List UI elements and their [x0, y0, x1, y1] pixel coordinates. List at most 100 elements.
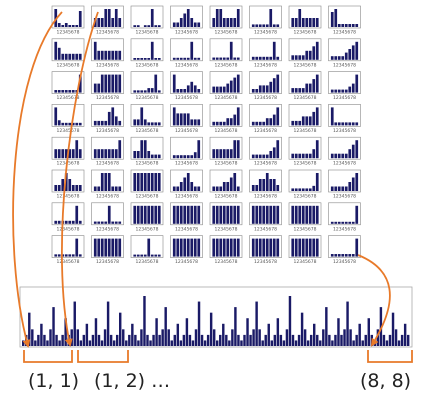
long-bar	[264, 334, 267, 346]
annotation-layer	[12, 11, 413, 363]
cell-bar	[114, 50, 118, 60]
cell-bar	[305, 18, 309, 27]
cell-bar	[57, 47, 61, 60]
cell-bar	[305, 116, 309, 126]
cell-bar	[54, 220, 58, 224]
bracket-cell-1-1	[23, 350, 73, 363]
cell-bar	[143, 254, 147, 257]
long-bar	[222, 323, 225, 346]
long-bar	[237, 334, 240, 346]
cell-bar	[114, 238, 118, 257]
cell-tick-labels: 12345678	[294, 259, 317, 265]
cell-bar	[255, 154, 259, 159]
cell-frame	[51, 5, 85, 29]
cell-bar	[272, 179, 276, 191]
cell-bar	[100, 50, 104, 60]
cell-bar	[71, 122, 75, 126]
cell-bar	[262, 24, 266, 27]
cell-tick-labels: 12345678	[175, 194, 198, 200]
cell-bar	[93, 221, 97, 224]
cell-bar	[133, 119, 137, 126]
histogram-cell-8-3: 12345678	[130, 235, 164, 265]
cell-bar	[54, 41, 58, 60]
cell-bar	[176, 57, 180, 60]
long-bar	[112, 340, 116, 346]
cell-bar	[341, 56, 345, 60]
cell-bar	[298, 88, 302, 93]
histogram-cell-6-3: 12345678	[130, 169, 164, 200]
cell-bar	[291, 88, 295, 93]
cell-bar	[61, 254, 65, 257]
cell-bar	[136, 254, 140, 257]
cell-bar	[334, 221, 338, 224]
arrow-cell-1-1	[12, 11, 63, 348]
long-bar	[340, 334, 343, 346]
cell-bar	[334, 122, 338, 126]
cell-bar	[251, 154, 255, 159]
cell-bar	[265, 85, 269, 93]
cell-bar	[348, 49, 352, 60]
cell-bar	[344, 254, 348, 257]
cell-tick-labels: 12345678	[136, 259, 159, 265]
cell-bar	[57, 220, 61, 224]
long-bar	[97, 334, 101, 346]
cell-bar	[75, 185, 79, 191]
long-bar	[346, 301, 349, 346]
cell-bar	[312, 238, 316, 257]
long-bar	[94, 318, 98, 346]
cell-bar	[212, 205, 216, 224]
cell-bar	[107, 205, 111, 224]
cell-bar	[236, 107, 240, 126]
long-bar	[231, 329, 234, 346]
cell-tick-labels: 12345678	[294, 226, 317, 232]
cell-bar	[269, 118, 273, 126]
cell-bar	[176, 238, 180, 257]
cell-bar	[154, 25, 158, 27]
long-bar	[306, 340, 310, 346]
bracket-cell-8-8	[367, 350, 413, 363]
cell-bar	[334, 254, 338, 257]
histogram-cell-2-1: 12345678	[51, 38, 85, 68]
cell-bar	[114, 74, 118, 93]
cell-bar	[308, 83, 312, 93]
cell-tick-labels: 12345678	[215, 62, 238, 68]
cell-bar	[104, 120, 108, 126]
long-bar	[176, 323, 180, 346]
cell-tick-labels: 12345678	[294, 128, 317, 134]
long-bar	[185, 318, 189, 346]
long-bar	[119, 312, 122, 346]
cell-bar	[93, 238, 97, 257]
long-bar	[331, 340, 334, 346]
histogram-cell-7-5: 12345678	[209, 202, 243, 232]
arrow-cell-8-8	[357, 254, 391, 347]
cell-bar	[226, 182, 230, 191]
cell-bar	[344, 153, 348, 159]
long-bar	[303, 329, 307, 346]
cell-bar	[315, 205, 319, 224]
cell-bar	[71, 220, 75, 224]
cell-bar	[258, 121, 262, 126]
long-bar	[37, 334, 40, 346]
cell-bar	[100, 173, 104, 191]
cell-bar	[107, 9, 111, 27]
long-bar	[109, 334, 113, 346]
long-bar	[361, 340, 364, 346]
cell-tick-labels: 12345678	[254, 161, 277, 167]
cell-bar	[233, 238, 237, 257]
cell-tick-labels: 12345678	[215, 259, 238, 265]
long-bar	[225, 334, 228, 346]
cell-bar	[61, 25, 65, 27]
cell-tick-labels: 12345678	[96, 30, 119, 36]
cell-tick-labels: 12345678	[136, 226, 159, 232]
long-bar	[300, 312, 304, 346]
cell-bar	[351, 144, 355, 159]
cell-bar	[179, 205, 183, 224]
cell-bar	[114, 116, 118, 126]
long-bar	[385, 340, 389, 346]
long-bar	[34, 340, 37, 346]
cell-tick-labels: 12345678	[96, 62, 119, 68]
histogram-cell-1-1: 12345678	[51, 5, 85, 36]
histogram-cell-5-5: 12345678	[209, 136, 243, 167]
long-bar	[328, 334, 331, 346]
histogram-cell-2-2: 12345678	[91, 38, 124, 68]
